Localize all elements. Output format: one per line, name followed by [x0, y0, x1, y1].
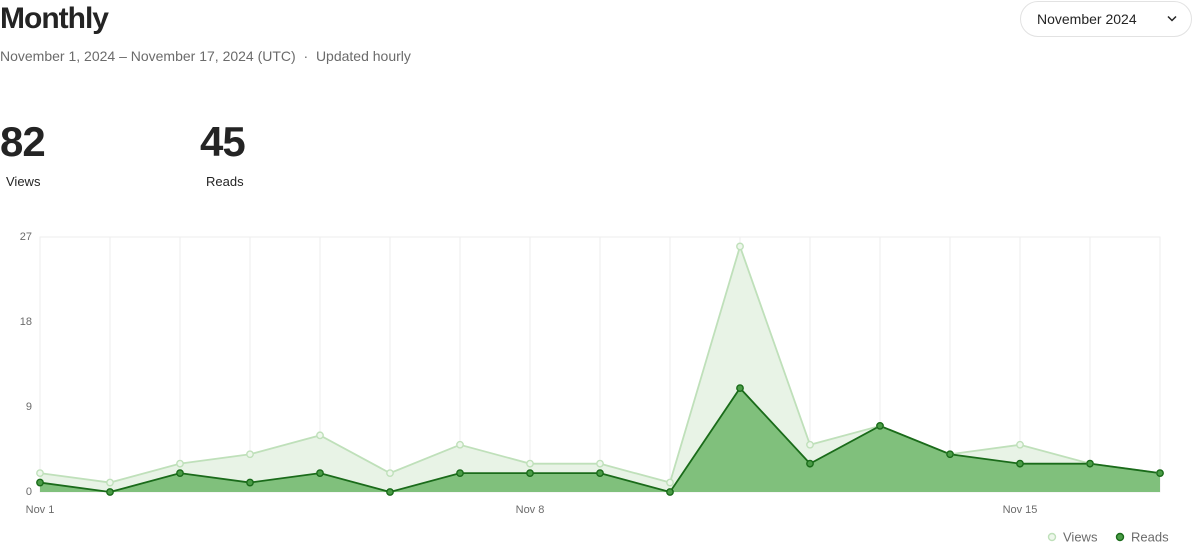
page-title: Monthly — [0, 2, 109, 35]
series-line — [39, 243, 1161, 484]
point — [596, 459, 604, 468]
point — [806, 459, 814, 468]
x-tick-label: Nov 15 — [1003, 504, 1038, 516]
month-select[interactable]: November 2024 — [1020, 1, 1192, 37]
point — [806, 440, 814, 449]
point — [876, 421, 884, 430]
area-fill — [40, 388, 1160, 492]
legend-swatch — [1047, 532, 1057, 542]
point — [666, 478, 674, 487]
y-tick-label: 27 — [20, 231, 32, 243]
legend-label: Reads — [1131, 529, 1169, 544]
y-tick-label: 18 — [20, 316, 32, 328]
point — [1016, 440, 1024, 449]
point — [1086, 459, 1094, 468]
point — [736, 384, 744, 393]
separator: · — [303, 48, 309, 64]
update-note: Updated hourly — [315, 48, 411, 64]
point — [36, 478, 44, 487]
point — [316, 431, 324, 440]
area-fill — [40, 246, 1160, 492]
legend-label: Views — [1063, 529, 1098, 544]
point — [316, 469, 324, 478]
series-line — [39, 386, 1161, 494]
point — [946, 450, 954, 459]
point — [246, 450, 254, 459]
point — [876, 421, 884, 430]
point — [456, 440, 464, 449]
point — [386, 488, 394, 496]
x-tick-label: Nov 8 — [516, 504, 545, 516]
subtitle: November 1, 2024 – November 17, 2024 (UT… — [0, 48, 411, 64]
stat-value: 45 — [200, 118, 246, 165]
stat-label: Views — [6, 174, 41, 189]
point — [1156, 469, 1164, 478]
point — [736, 242, 744, 251]
point — [1156, 469, 1164, 478]
point — [456, 469, 464, 478]
point — [176, 459, 184, 468]
point — [176, 469, 184, 478]
point — [386, 469, 394, 478]
point — [526, 459, 534, 468]
y-tick-label: 0 — [26, 486, 32, 498]
point — [1086, 459, 1094, 468]
chevron — [1167, 15, 1177, 22]
date-range: November 1, 2024 – November 17, 2024 (UT… — [0, 48, 296, 64]
month-select-label: November 2024 — [1037, 11, 1137, 27]
point — [666, 488, 674, 496]
stat-value: 82 — [0, 118, 46, 165]
legend-swatch — [1115, 532, 1125, 542]
point — [106, 488, 114, 496]
y-tick-label: 9 — [26, 401, 32, 413]
point — [596, 469, 604, 478]
x-tick-label: Nov 1 — [26, 504, 55, 516]
plot-frame — [39, 236, 1161, 493]
point — [106, 478, 114, 487]
point — [36, 469, 44, 478]
point — [946, 450, 954, 459]
point — [526, 469, 534, 478]
point — [1016, 459, 1024, 468]
point — [246, 478, 254, 487]
stat-label: Reads — [206, 174, 244, 189]
